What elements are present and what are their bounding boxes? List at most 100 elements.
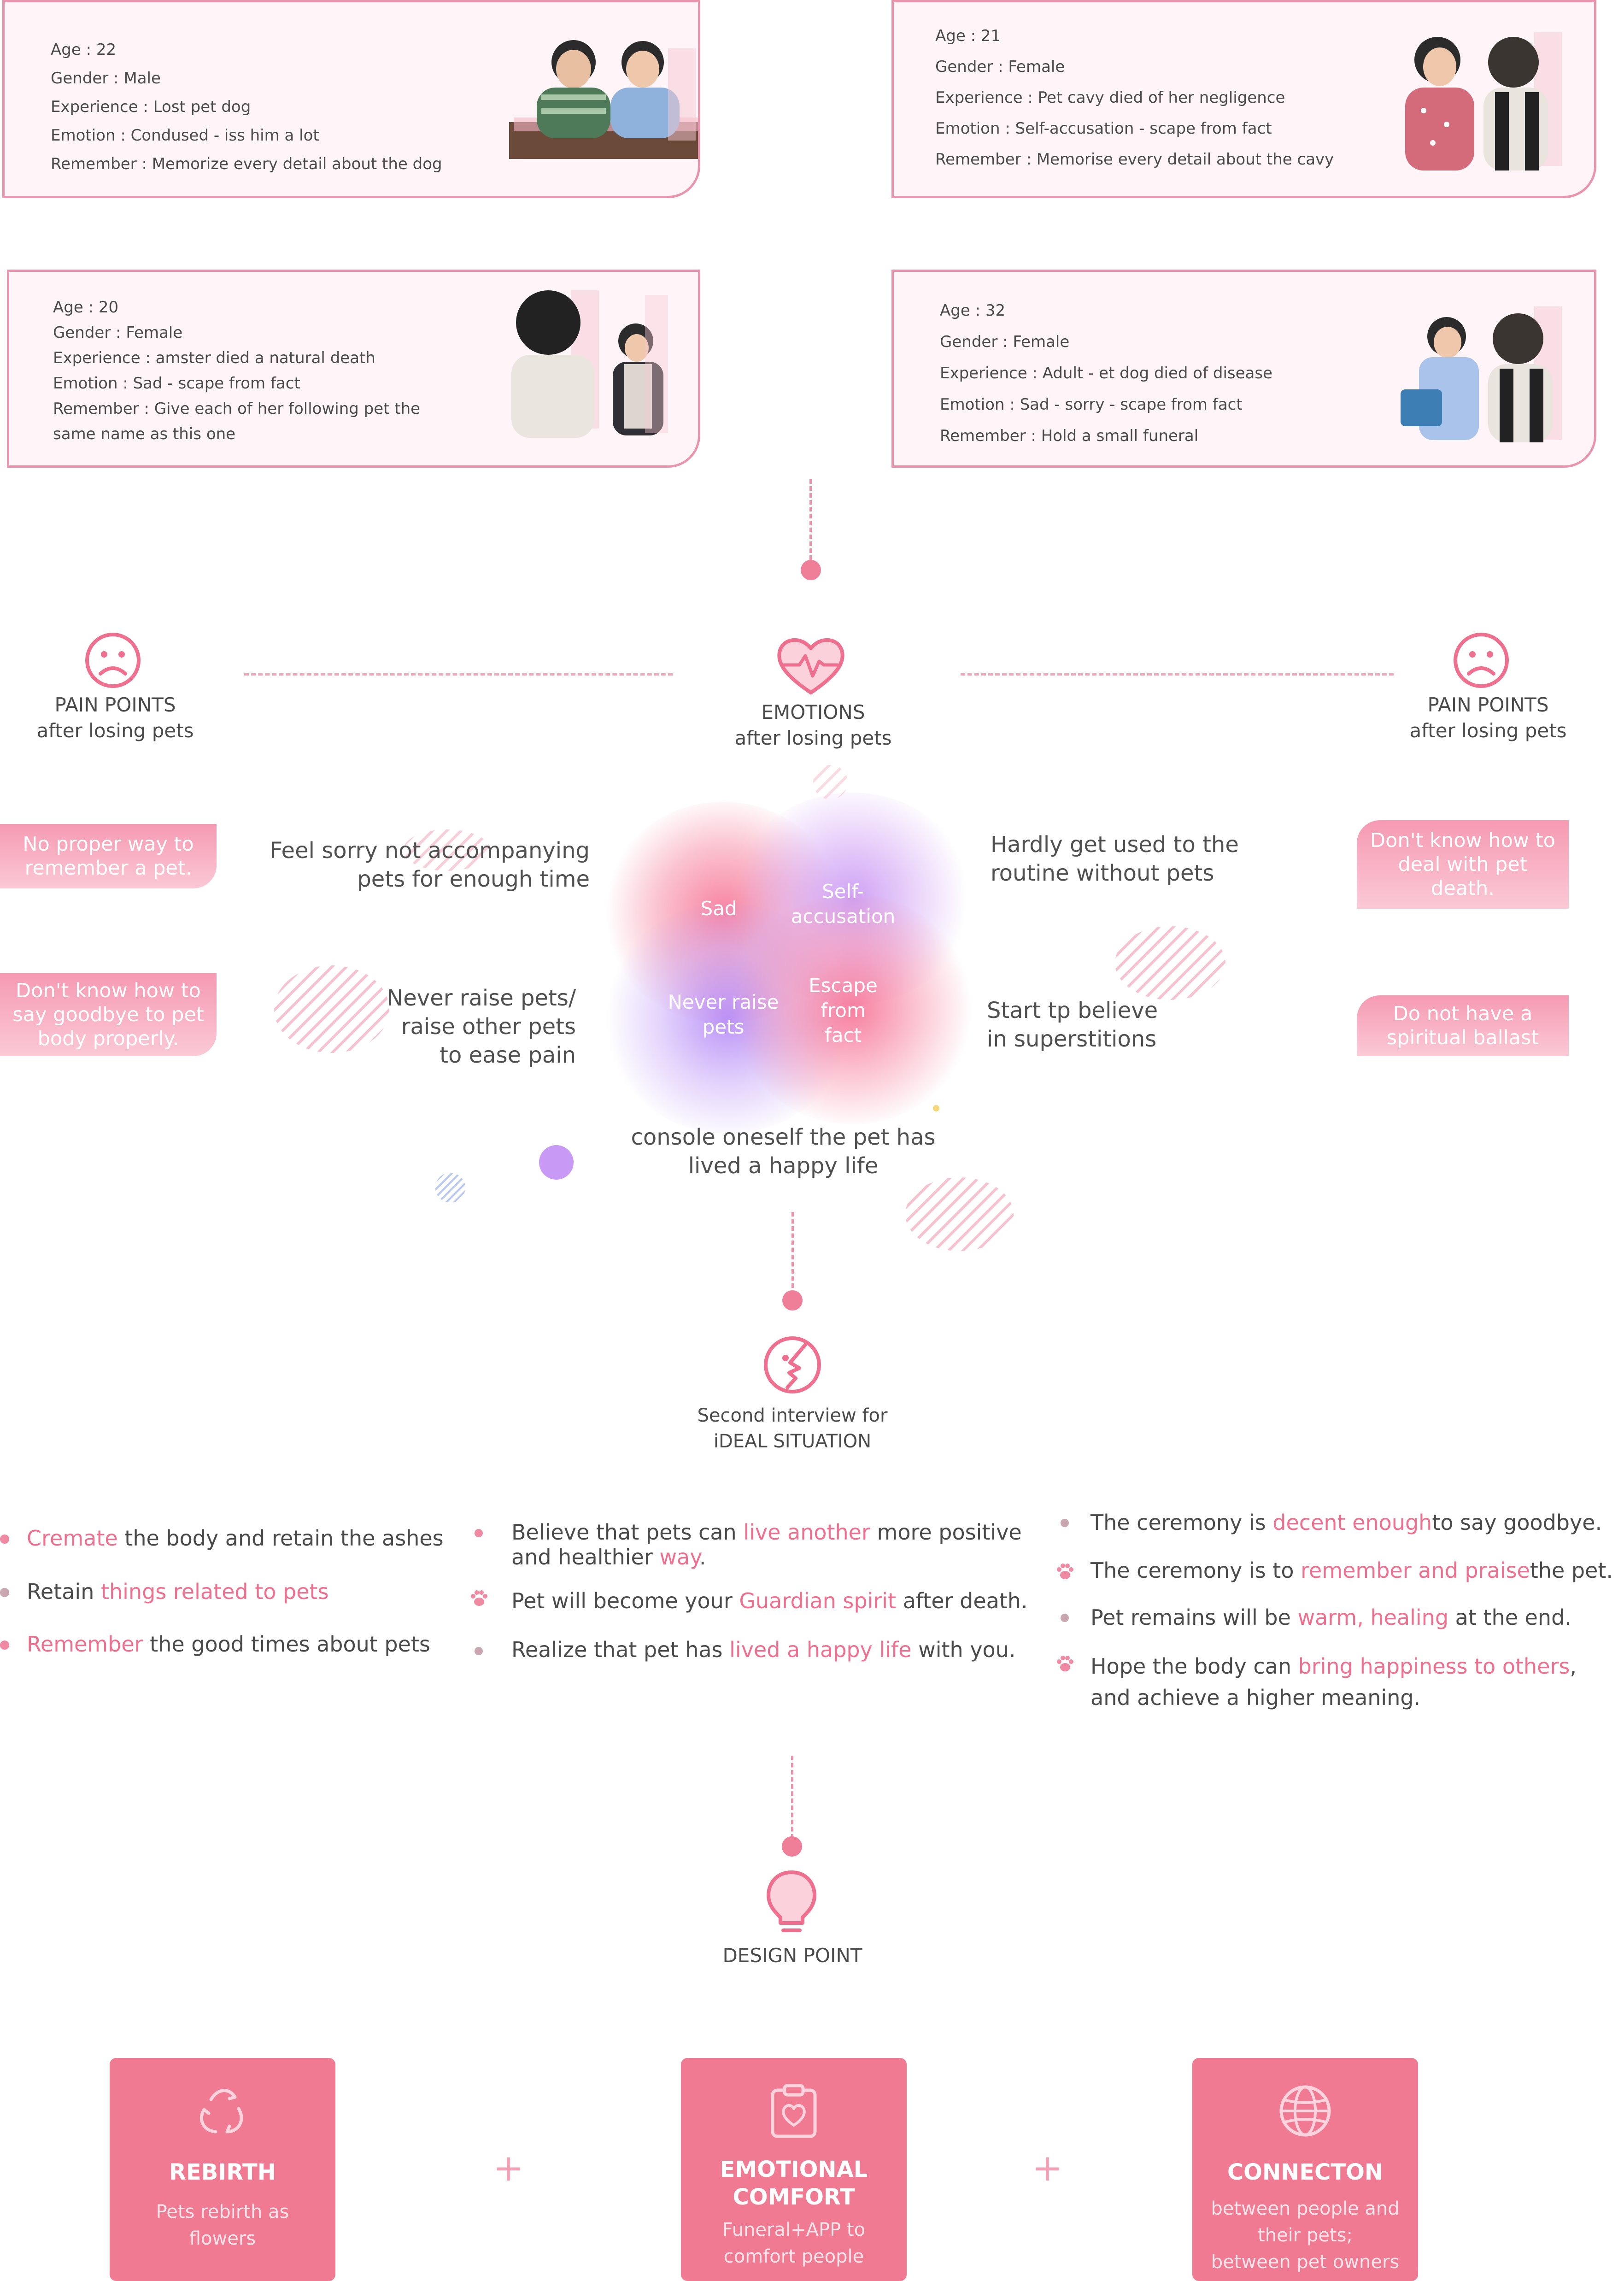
globe-icon xyxy=(1279,2085,1331,2137)
persona-card-1: Age : 22 Gender : Male Experience : Lost… xyxy=(2,0,700,198)
text-part: . xyxy=(699,1545,706,1570)
decor-yellow-dot xyxy=(933,1105,939,1111)
bullet-dot xyxy=(0,1588,9,1597)
pain-tag-say-goodbye: Don't know how to say goodbye to pet bod… xyxy=(0,973,217,1056)
persona-gender: Gender : Male xyxy=(51,69,161,88)
text-part: the body and retain the ashes xyxy=(117,1526,444,1551)
persona-remember-cont: same name as this one xyxy=(53,425,236,443)
emotion-never-raise: Never raise pets/ raise other pets to ea… xyxy=(313,984,576,1070)
bullet-dot xyxy=(1061,1519,1069,1527)
persona-card-3: Age : 20 Gender : Female Experience : am… xyxy=(7,270,700,468)
highlight-text: bring happiness to others xyxy=(1298,1654,1570,1679)
text-part: Pet will become your xyxy=(511,1588,739,1613)
emotions-sub: after losing pets xyxy=(734,727,892,749)
second-interview-title: Second interview for xyxy=(697,1405,888,1426)
design-box-sub: Funeral+APP to comfort people xyxy=(681,2216,907,2270)
persona-remember: Remember : Memorise every detail about t… xyxy=(935,150,1334,169)
text-part: The ceremony is xyxy=(1090,1510,1273,1535)
text-part: Retain xyxy=(27,1579,101,1604)
pain-points-title: PAIN POINTS xyxy=(1427,694,1549,716)
text-part: The ceremony is to xyxy=(1090,1558,1301,1583)
text-line: to ease pain xyxy=(440,1042,576,1068)
persona-emotion: Emotion : Sad - sorry - scape from fact xyxy=(940,395,1243,414)
paw-icon xyxy=(1057,1564,1073,1579)
connector-line xyxy=(244,673,673,676)
decor-hatch-circle xyxy=(905,1177,1014,1251)
text-line: in superstitions xyxy=(987,1026,1157,1052)
lightbulb-icon xyxy=(767,1870,816,1932)
text-part: with you. xyxy=(911,1637,1016,1662)
ideal-item-warm-healing: Pet remains will be warm, healing at the… xyxy=(1090,1605,1571,1630)
connector-line xyxy=(791,1756,793,1839)
persona-experience: Experience : Adult - et dog died of dise… xyxy=(940,364,1273,382)
emotion-label-sad: Sad xyxy=(700,897,737,920)
persona-gender: Gender : Female xyxy=(935,58,1065,76)
text-line: Pets rebirth as xyxy=(156,2201,289,2222)
persona-age: Age : 32 xyxy=(940,301,1006,320)
design-box-sub: between people and their pets; between p… xyxy=(1192,2195,1418,2275)
pain-points-title: PAIN POINTS xyxy=(54,694,176,716)
emotion-blob-escape xyxy=(733,894,972,1124)
connector-line xyxy=(791,1212,794,1288)
emotion-label-line: fact xyxy=(824,1024,862,1046)
decor-hatch-circle xyxy=(435,1173,465,1203)
decor-hatch-circle xyxy=(1115,926,1225,1000)
text-line: lived a happy life xyxy=(688,1153,879,1179)
emotion-console-oneself: console oneself the pet has lived a happ… xyxy=(599,1123,967,1180)
emotions-label: EMOTIONS after losing pets xyxy=(707,700,919,751)
highlight-text: live another xyxy=(743,1520,870,1545)
highlight-text: Cremate xyxy=(27,1526,118,1551)
ideal-item-remember: Remember the good times about pets xyxy=(27,1631,430,1657)
persona-age: Age : 22 xyxy=(51,41,117,59)
pain-points-left-label: PAIN POINTS after losing pets xyxy=(18,692,212,744)
persona-age: Age : 20 xyxy=(53,298,119,317)
text-part: more positive xyxy=(870,1520,1022,1545)
emotion-label-line: accusation xyxy=(791,905,896,928)
persona-photo xyxy=(1401,306,1562,442)
persona-emotion: Emotion : Self-accusation - scape from f… xyxy=(935,119,1272,138)
text-line: Funeral+APP to xyxy=(722,2219,866,2240)
persona-age: Age : 21 xyxy=(935,27,1001,45)
pain-tag-deal-with-death: Don't know how to deal with pet death. xyxy=(1357,820,1569,909)
text-part: Believe that pets can xyxy=(511,1520,744,1545)
paw-icon xyxy=(1057,1656,1073,1671)
design-box-title: EMOTIONAL COMFORT xyxy=(681,2156,907,2211)
emotion-label-self-accusation: Self- accusation xyxy=(783,879,903,929)
persona-card-4: Age : 32 Gender : Female Experience : Ad… xyxy=(891,270,1596,468)
persona-remember: Remember : Give each of her following pe… xyxy=(53,400,421,418)
persona-photo xyxy=(1405,32,1562,170)
text-line: their pets; xyxy=(1258,2225,1353,2246)
recycle-leaf-icon xyxy=(199,2089,243,2134)
text-part: after death. xyxy=(896,1588,1028,1613)
highlight-text: way xyxy=(659,1545,699,1570)
decor-hatch-circle xyxy=(274,965,389,1053)
ideal-item-retain: Retain things related to pets xyxy=(27,1579,329,1605)
highlight-text: decent enough xyxy=(1272,1510,1432,1535)
ideal-item-remember-praise: The ceremony is to remember and praiseth… xyxy=(1090,1558,1613,1583)
text-line: Start tp believe xyxy=(987,998,1158,1023)
pain-points-right-label: PAIN POINTS after losing pets xyxy=(1391,692,1585,744)
second-interview-label: Second interview for iDEAL SITUATION xyxy=(682,1403,903,1454)
design-box-rebirth: REBIRTH Pets rebirth as flowers xyxy=(110,2058,335,2281)
persona-photo xyxy=(511,290,668,438)
text-part: and healthier xyxy=(511,1545,660,1570)
text-line: comfort people xyxy=(723,2246,864,2267)
design-box-connection: CONNECTON between people and their pets;… xyxy=(1192,2058,1418,2281)
sad-face-icon xyxy=(1454,633,1509,688)
pain-points-sub: after losing pets xyxy=(36,719,194,742)
ideal-item-happy-life: Realize that pet has lived a happy life … xyxy=(511,1637,1015,1663)
emotion-label-line: from xyxy=(821,999,866,1022)
emotion-superstitions: Start tp believe in superstitions xyxy=(987,996,1263,1053)
persona-remember: Remember : Memorize every detail about t… xyxy=(51,155,442,173)
text-part: the pet. xyxy=(1530,1558,1613,1583)
text-line: COMFORT xyxy=(733,2184,855,2210)
sad-face-icon xyxy=(85,633,141,688)
emotion-label-line: Never raise xyxy=(668,991,779,1013)
pain-points-sub: after losing pets xyxy=(1409,719,1567,742)
bullet-dot xyxy=(475,1647,483,1655)
text-line: and achieve a higher meaning. xyxy=(1090,1685,1421,1710)
text-part: Pet remains will be xyxy=(1090,1605,1298,1630)
emotion-hardly-get-used: Hardly get used to the routine without p… xyxy=(991,830,1313,888)
persona-remember: Remember : Hold a small funeral xyxy=(940,427,1199,445)
text-line: between people and xyxy=(1211,2198,1400,2219)
